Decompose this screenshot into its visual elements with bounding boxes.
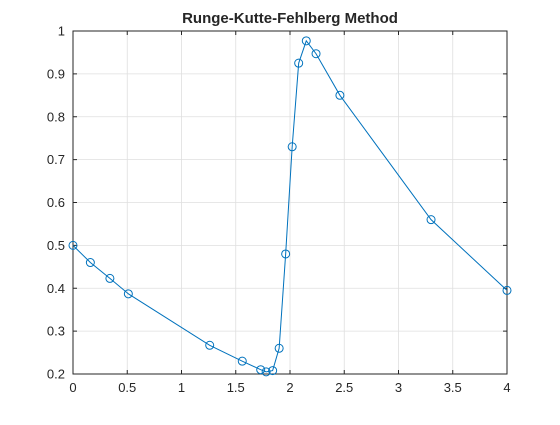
y-tick-label: 0.4: [47, 281, 65, 296]
data-point-marker: [85, 258, 95, 268]
data-point-marker: [335, 90, 345, 100]
data-point-marker: [205, 340, 215, 350]
x-tick-label: 1.5: [227, 380, 245, 395]
data-point-marker: [68, 240, 78, 250]
data-point-marker: [237, 356, 247, 366]
y-tick-label: 0.3: [47, 324, 65, 339]
grid-lines: [73, 31, 507, 374]
x-tick-label: 2.5: [335, 380, 353, 395]
data-point-marker: [311, 49, 321, 59]
data-point-marker: [426, 215, 436, 225]
x-tick-label: 0.5: [118, 380, 136, 395]
tick-labels: 0 0.5 1 1.5 2 2.5 3 3.5 4 0.2 0.3 0.4 0.5 0.6 0.7 0.8 0.…: [47, 24, 511, 396]
y-tick-label: 0.9: [47, 66, 65, 81]
data-point-marker: [268, 366, 278, 376]
data-point-marker: [287, 142, 297, 152]
y-tick-label: 0.2: [47, 367, 65, 382]
data-markers: [68, 36, 512, 377]
x-tick-label: 2: [286, 380, 293, 395]
data-point-marker: [105, 273, 115, 283]
data-point-marker: [281, 249, 291, 259]
data-point-marker: [256, 365, 266, 375]
data-point-marker: [502, 285, 512, 295]
data-point-marker: [123, 289, 133, 299]
x-tick-label: 3: [395, 380, 402, 395]
data-point-marker: [274, 343, 284, 353]
y-tick-label: 1: [58, 24, 65, 39]
x-tick-label: 4: [503, 380, 510, 395]
x-tick-label: 0: [69, 380, 76, 395]
chart-title: Runge-Kutte-Fehlberg Method: [182, 10, 398, 27]
y-tick-label: 0.7: [47, 152, 65, 167]
x-tick-label: 3.5: [444, 380, 462, 395]
y-tick-label: 0.8: [47, 109, 65, 124]
y-tick-label: 0.5: [47, 238, 65, 253]
data-point-marker: [294, 58, 304, 68]
data-point-marker: [301, 36, 311, 46]
x-tick-label: 1: [178, 380, 185, 395]
data-point-marker: [261, 367, 271, 377]
y-tick-label: 0.6: [47, 195, 65, 210]
